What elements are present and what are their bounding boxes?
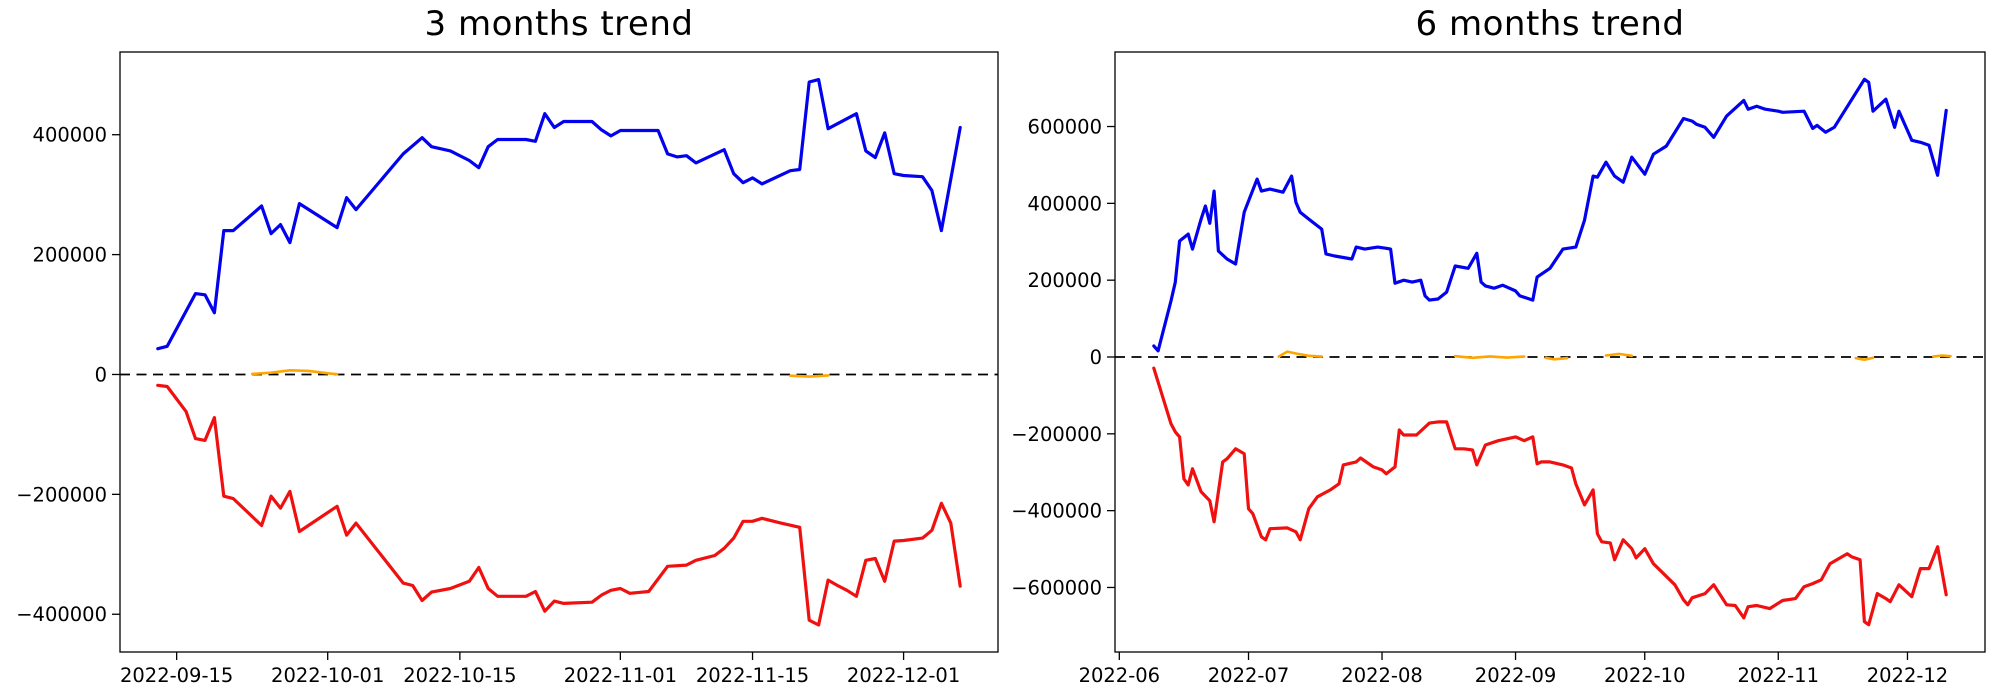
chart-6-months-trend: 6 months trend 2022-06 2022-07 2022-08 2022… (1000, 0, 2000, 700)
y-tick-label: 0 (1090, 346, 1102, 369)
x-tick-label: 2022-11-15 (696, 664, 809, 687)
y-tick-label: 400000 (33, 124, 107, 147)
near-zero-trend-line (1854, 356, 1875, 362)
plot-border (119, 51, 999, 653)
x-tick-label: 2022-12 (1867, 664, 1948, 687)
chart-title-6-months: 6 months trend (1415, 4, 1685, 44)
near-zero-trend-line (1277, 350, 1324, 358)
y-tick-label: −400000 (1011, 500, 1102, 523)
x-tick-label: 2022-06 (1079, 664, 1160, 687)
x-tick-label: 2022-11 (1738, 664, 1819, 687)
near-zero-trend-line (250, 368, 339, 376)
y-tick-label: −400000 (16, 603, 107, 626)
x-tick-label: 2022-11-01 (564, 664, 677, 687)
y-tick-label: −600000 (1011, 576, 1102, 599)
x-tick-label: 2022-10-01 (271, 664, 384, 687)
plot-border (1114, 51, 1986, 653)
series-group (156, 77, 962, 627)
plot-canvas-3-months: 2022-09-15 2022-10-01 2022-10-15 2022-11-01… (16, 51, 999, 687)
near-zero-trend-line (1604, 352, 1634, 358)
y-tick-label: 600000 (1028, 116, 1102, 139)
x-tick-label: 2022-09-15 (120, 664, 233, 687)
y-tick-label: 200000 (1028, 269, 1102, 292)
near-zero-trend-line (1931, 354, 1952, 358)
chart-title-3-months: 3 months trend (424, 4, 694, 44)
positive-trend-line (156, 77, 962, 351)
y-tick-label: 400000 (1028, 192, 1102, 215)
negative-trend-line (156, 383, 962, 627)
x-tick-label: 2022-07 (1208, 664, 1289, 687)
y-tick-label: −200000 (1011, 423, 1102, 446)
y-tick-label: 200000 (33, 244, 107, 267)
chart-3-months-trend: 3 months trend 2022-09-15 2022-10-01 2022-… (16, 4, 999, 687)
plot-canvas-6-months: 2022-06 2022-07 2022-08 2022-09 2022-10 2022-… (1011, 51, 1986, 687)
x-tick-label: 2022-10 (1604, 664, 1685, 687)
series-group (1152, 77, 1952, 627)
x-tick-label: 2022-08 (1341, 664, 1422, 687)
y-tick-label: −200000 (16, 483, 107, 506)
near-zero-trend-line (1544, 356, 1569, 361)
y-tick-label: 0 (95, 363, 107, 386)
positive-trend-line (1152, 77, 1948, 353)
x-tick-label: 2022-12-01 (847, 664, 960, 687)
near-zero-trend-line (788, 374, 830, 378)
x-tick-label: 2022-10-15 (403, 664, 516, 687)
near-zero-trend-line (1453, 354, 1526, 360)
negative-trend-line (1152, 366, 1948, 627)
x-tick-label: 2022-09 (1475, 664, 1556, 687)
